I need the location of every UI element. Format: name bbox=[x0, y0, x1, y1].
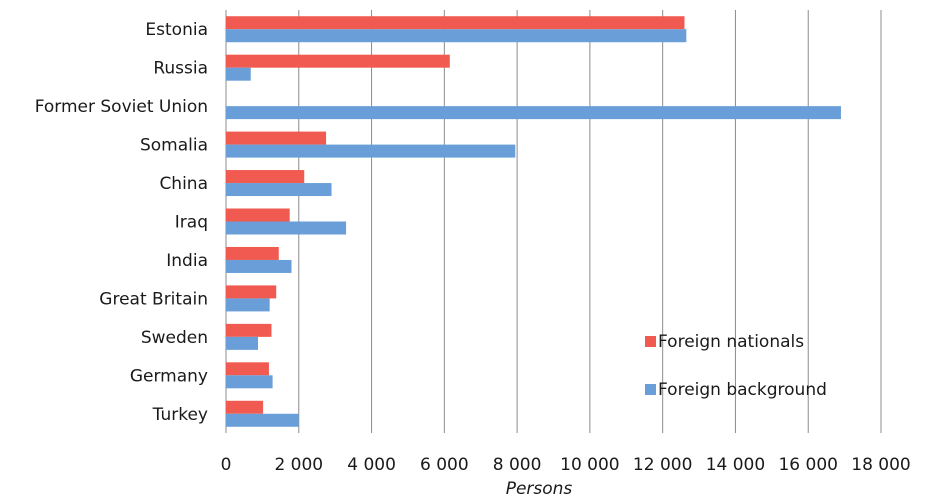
bar-foreign-background bbox=[226, 298, 270, 312]
bar-foreign-background bbox=[226, 336, 259, 350]
bar-foreign-background bbox=[226, 183, 332, 197]
legend-label: Foreign nationals bbox=[658, 332, 804, 352]
category-label: Iraq bbox=[175, 213, 208, 233]
bar-foreign-background bbox=[226, 29, 687, 43]
x-tick-label: 18 000 bbox=[851, 455, 910, 475]
bar-foreign-nationals bbox=[226, 246, 279, 260]
x-tick-label: 16 000 bbox=[778, 455, 837, 475]
bar-foreign-background bbox=[226, 375, 273, 389]
x-tick-label: 4 000 bbox=[347, 455, 396, 475]
bar-foreign-nationals bbox=[226, 208, 290, 222]
x-tick-label: 6 000 bbox=[420, 455, 469, 475]
x-tick-label: 14 000 bbox=[706, 455, 765, 475]
category-label: Sweden bbox=[141, 328, 208, 348]
bar-foreign-nationals bbox=[226, 400, 264, 414]
category-label: India bbox=[166, 251, 208, 271]
bar-foreign-background bbox=[226, 67, 251, 81]
bar-foreign-background bbox=[226, 413, 299, 427]
category-labels: Estonia Russia Former Soviet Union Somalia C… bbox=[35, 20, 208, 425]
bar-foreign-nationals bbox=[226, 323, 272, 337]
x-tick-label: 8 000 bbox=[493, 455, 542, 475]
bar-foreign-background bbox=[226, 259, 292, 273]
category-label: China bbox=[159, 174, 208, 194]
bar-foreign-nationals bbox=[226, 54, 450, 68]
category-label: Estonia bbox=[145, 20, 208, 40]
bars bbox=[226, 16, 841, 427]
legend-swatch bbox=[645, 336, 656, 347]
bar-foreign-background bbox=[226, 221, 347, 235]
category-label: Germany bbox=[130, 366, 208, 386]
legend: Foreign nationals Foreign background bbox=[645, 332, 827, 400]
bar-foreign-nationals bbox=[226, 362, 269, 376]
x-tick-label: 0 bbox=[221, 455, 232, 475]
bar-foreign-nationals bbox=[226, 285, 277, 299]
x-tick-label: 10 000 bbox=[560, 455, 619, 475]
category-label: Turkey bbox=[152, 405, 208, 425]
category-label: Former Soviet Union bbox=[35, 97, 208, 117]
x-tick-label: 2 000 bbox=[274, 455, 323, 475]
bar-foreign-nationals bbox=[226, 131, 327, 145]
legend-label: Foreign background bbox=[658, 380, 827, 400]
x-tick-label: 12 000 bbox=[633, 455, 692, 475]
category-label: Great Britain bbox=[99, 289, 208, 309]
bar-foreign-background bbox=[226, 106, 841, 120]
legend-swatch bbox=[645, 384, 656, 395]
bar-foreign-background bbox=[226, 144, 516, 158]
gridlines bbox=[225, 10, 882, 433]
x-axis-title: Persons bbox=[506, 479, 573, 498]
category-label: Somalia bbox=[140, 136, 208, 156]
bar-foreign-nationals bbox=[226, 16, 685, 30]
category-label: Russia bbox=[153, 59, 208, 79]
bar-foreign-nationals bbox=[226, 170, 305, 184]
x-tick-labels: 0 2 000 4 000 6 000 8 000 10 000 12 000 14 000 1… bbox=[221, 455, 911, 475]
